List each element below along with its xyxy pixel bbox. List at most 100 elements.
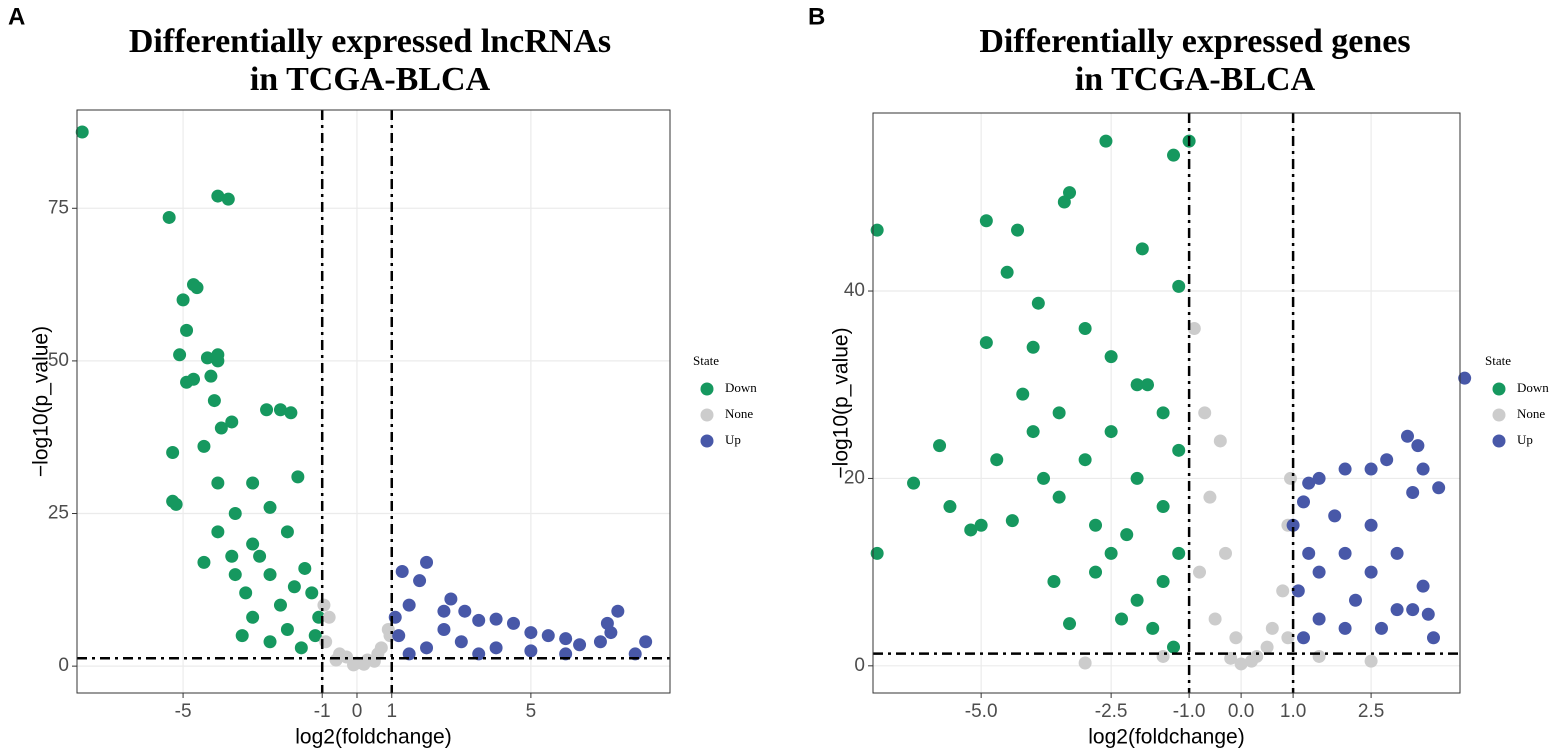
- legend-marker: [1492, 434, 1506, 448]
- point: [211, 476, 225, 490]
- point: [1104, 425, 1118, 439]
- point: [1312, 612, 1326, 626]
- point: [1281, 631, 1295, 645]
- point: [1302, 546, 1316, 560]
- point: [1130, 378, 1144, 392]
- point: [239, 586, 253, 600]
- point: [1284, 471, 1298, 485]
- point: [211, 189, 225, 203]
- legend-label: Up: [1517, 432, 1533, 447]
- point: [1312, 649, 1326, 663]
- x-axis-label: log2(foldchange): [295, 726, 451, 749]
- point: [1063, 186, 1077, 200]
- point: [1203, 490, 1217, 504]
- y-axis-label: −log10(p_value): [30, 326, 53, 477]
- point: [1089, 565, 1103, 579]
- point: [1297, 631, 1311, 645]
- y-tick-label: 20: [844, 467, 865, 488]
- point: [611, 604, 625, 618]
- point: [225, 415, 239, 429]
- point: [305, 586, 319, 600]
- point: [1000, 265, 1014, 279]
- point: [1104, 350, 1118, 364]
- x-tick-label: -5: [175, 701, 192, 722]
- point: [347, 658, 361, 672]
- point: [298, 561, 312, 575]
- point: [1156, 649, 1170, 663]
- point: [1213, 434, 1227, 448]
- point: [990, 453, 1004, 467]
- point: [1432, 481, 1446, 495]
- legend-marker: [700, 434, 714, 448]
- point: [1374, 621, 1388, 635]
- point: [357, 657, 371, 671]
- point: [458, 604, 472, 618]
- point: [263, 568, 277, 582]
- panel-label: B: [808, 3, 825, 30]
- point: [964, 523, 978, 537]
- chart-subtitle: in TCGA-BLCA: [250, 61, 491, 98]
- point: [933, 439, 947, 453]
- point: [197, 439, 211, 453]
- point: [1172, 443, 1186, 457]
- point: [287, 580, 301, 594]
- point: [273, 403, 287, 417]
- point: [176, 293, 190, 307]
- point: [1380, 453, 1394, 467]
- point: [472, 613, 486, 627]
- point: [1328, 509, 1342, 523]
- point: [506, 616, 520, 630]
- plot-border: [76, 109, 671, 694]
- point: [1026, 425, 1040, 439]
- point: [1234, 657, 1248, 671]
- point: [204, 369, 218, 383]
- x-tick-label: -2.5: [1095, 701, 1128, 722]
- point: [1156, 406, 1170, 420]
- point: [979, 336, 993, 350]
- point: [1047, 574, 1061, 588]
- point: [420, 555, 434, 569]
- point: [1260, 640, 1274, 654]
- point: [1416, 579, 1430, 593]
- point: [1156, 574, 1170, 588]
- point: [1416, 462, 1430, 476]
- point: [1312, 471, 1326, 485]
- point: [1120, 528, 1134, 542]
- point: [187, 372, 201, 386]
- point: [604, 626, 618, 640]
- point: [979, 214, 993, 228]
- point: [1302, 476, 1316, 490]
- x-tick-label: 5: [526, 701, 537, 722]
- y-tick-label: 0: [58, 655, 69, 676]
- point: [211, 354, 225, 368]
- point: [413, 574, 427, 588]
- point: [907, 476, 921, 490]
- point: [1156, 500, 1170, 514]
- point: [1338, 546, 1352, 560]
- point: [420, 641, 434, 655]
- point: [260, 403, 274, 417]
- point: [1458, 371, 1472, 385]
- legend-label: Down: [1517, 380, 1549, 395]
- point: [1291, 584, 1305, 598]
- point: [402, 598, 416, 612]
- point: [1099, 134, 1113, 148]
- point: [228, 568, 242, 582]
- point: [1193, 565, 1207, 579]
- x-tick-label: 1: [386, 701, 397, 722]
- y-axis-label: −log10(p_value): [830, 327, 853, 478]
- legend-marker: [1492, 408, 1506, 422]
- point: [1052, 406, 1066, 420]
- point: [437, 604, 451, 618]
- point: [169, 497, 183, 511]
- point: [1078, 322, 1092, 336]
- x-tick-label: -5.0: [965, 701, 998, 722]
- point: [75, 125, 89, 139]
- point: [1187, 322, 1201, 336]
- point: [1364, 518, 1378, 532]
- point: [1141, 378, 1155, 392]
- plot-background: [77, 110, 670, 693]
- chart-title: Differentially expressed genes: [979, 23, 1410, 60]
